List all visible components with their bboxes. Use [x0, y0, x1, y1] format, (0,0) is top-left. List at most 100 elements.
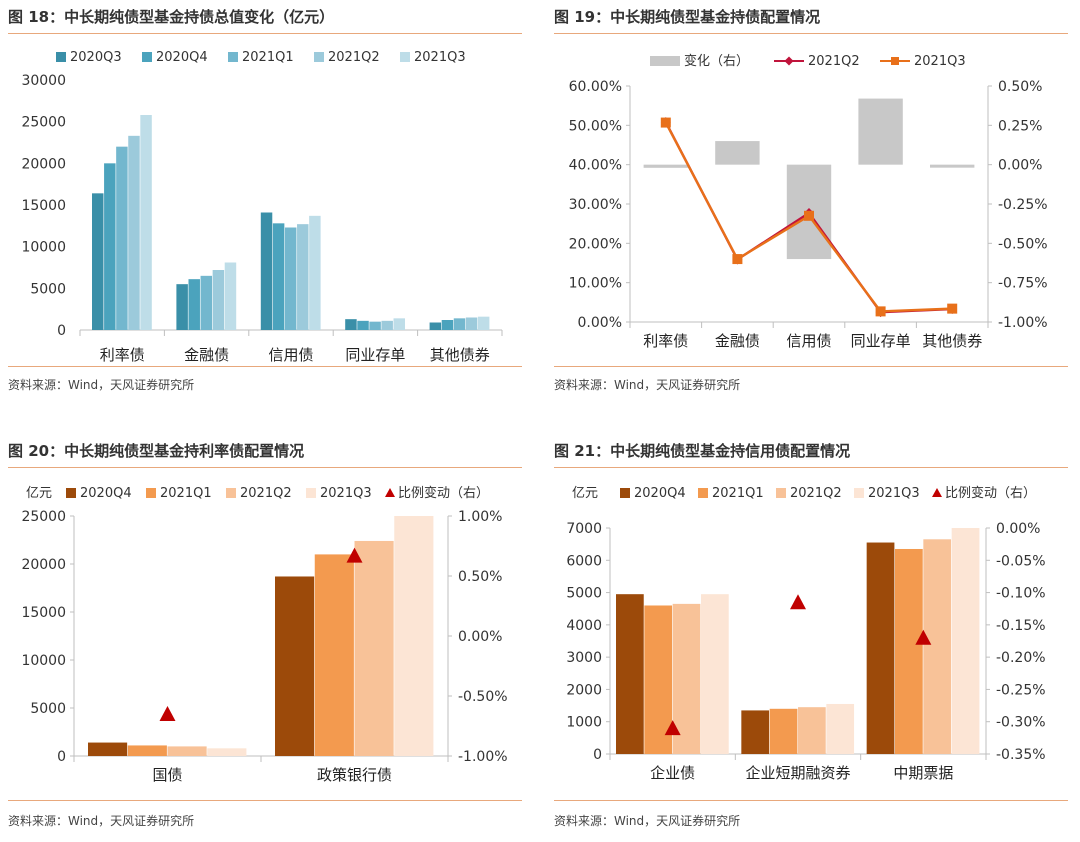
- bar-2021Q3-金融债: [224, 262, 237, 330]
- y2-tick-label: 1.00%: [458, 509, 502, 525]
- figure-18-bottom-rule: [8, 366, 522, 367]
- bar-2021Q2-金融债: [212, 270, 225, 330]
- point-2021Q3-金融债: [732, 254, 743, 265]
- figure-20-title: 图 20：中长期纯债型基金持利率债配置情况: [8, 442, 305, 460]
- legend-item-2021Q3: 2021Q3: [880, 52, 966, 72]
- y-tick-label: 4000: [566, 618, 602, 634]
- y-tick-label: 2000: [566, 682, 602, 698]
- bar-2020Q4-企业债: [616, 594, 644, 754]
- y-tick-label: 10.00%: [569, 276, 622, 292]
- y-tick-label: 3000: [566, 650, 602, 666]
- change-bar-金融债: [715, 141, 760, 165]
- x-tick-label: 同业存单: [345, 346, 405, 364]
- bar-2021Q2-中期票据: [923, 539, 952, 754]
- legend-item-2020Q4: 2020Q4: [142, 48, 208, 68]
- y-tick-label: 5000: [30, 701, 66, 717]
- y2-tick-label: 0.50%: [458, 569, 502, 585]
- x-tick-label: 企业债: [650, 764, 695, 782]
- bar-2021Q2-国债: [167, 746, 207, 756]
- x-tick-label: 其他债券: [922, 332, 982, 350]
- change-bar-同业存单: [858, 98, 903, 165]
- bar-2020Q4-政策银行债: [275, 576, 315, 756]
- y2-tick-label: -1.00%: [998, 315, 1048, 331]
- figure-21-title: 图 21：中长期纯债型基金持信用债配置情况: [554, 442, 851, 460]
- legend-item-2021Q2: 2021Q2: [314, 48, 380, 68]
- figure-19-title: 图 19：中长期纯债型基金持债配置情况: [554, 8, 821, 26]
- figure-19-chart: 0.00% 10.00% 20.00% 30.00% 40.00% 50.00% 60.00…: [569, 79, 1048, 350]
- x-tick-label: 政策银行债: [317, 766, 392, 784]
- ratio-change-marker-企业债: [664, 720, 681, 736]
- y-tick-label: 5000: [566, 586, 602, 602]
- bar-2020Q3-金融债: [176, 284, 188, 330]
- bar-2020Q4-金融债: [188, 279, 200, 330]
- y2-tick-label: -0.50%: [458, 689, 508, 705]
- bar-2021Q3-企业短期融资券: [826, 703, 855, 754]
- legend-item-2021Q3: 2021Q3: [400, 48, 466, 68]
- y-tick-label: 30.00%: [569, 197, 622, 213]
- figure-21-top-rule: [554, 467, 1068, 468]
- y-tick-label: 50.00%: [569, 118, 622, 134]
- figure-21-chart: 0 1000 2000 3000 4000 5000 6000 7000 -0.35% -0.30…: [566, 521, 1046, 782]
- y-tick-label: 0: [57, 749, 66, 765]
- bar-2021Q3-国债: [207, 748, 247, 756]
- y2-tick-label: 0.50%: [998, 79, 1042, 95]
- change-bar-利率债: [643, 164, 688, 168]
- bar-2021Q2-利率债: [128, 135, 140, 330]
- figure-21-source: 资料来源：Wind，天风证券研究所: [554, 814, 741, 828]
- bar-2020Q4-同业存单: [357, 320, 369, 330]
- figure-21-bottom-rule: [554, 800, 1068, 801]
- y2-tick-label: -0.50%: [998, 236, 1048, 252]
- y-tick-label: 25000: [21, 115, 66, 131]
- bar-2021Q1-企业债: [644, 605, 673, 754]
- bar-2021Q3-利率债: [140, 115, 152, 330]
- y2-tick-label: -1.00%: [458, 749, 508, 765]
- x-tick-label: 中期票据: [893, 764, 953, 782]
- y2-tick-label: -0.20%: [996, 650, 1046, 666]
- figure-20-top-rule: [8, 467, 522, 468]
- bar-2021Q2-信用债: [297, 224, 309, 330]
- point-2021Q3-利率债: [660, 117, 671, 128]
- y-tick-label: 20.00%: [569, 236, 622, 252]
- bar-2020Q4-其他债券: [441, 320, 454, 330]
- legend-item-2021Q3: 2021Q3: [854, 484, 920, 504]
- bar-2021Q1-政策银行债: [314, 554, 354, 756]
- point-2021Q3-信用债: [804, 210, 814, 221]
- legend-item-2021Q2: 2021Q2: [226, 484, 292, 504]
- point-2021Q3-其他债券: [947, 303, 958, 314]
- y-tick-label: 7000: [566, 521, 602, 537]
- figure-20-source: 资料来源：Wind，天风证券研究所: [8, 814, 195, 828]
- figure-18-top-rule: [8, 33, 522, 34]
- x-tick-label: 其他债券: [430, 346, 490, 364]
- bar-2021Q1-同业存单: [369, 321, 381, 330]
- figure-21-unit: 亿元: [572, 486, 599, 501]
- bar-2020Q3-同业存单: [345, 319, 357, 330]
- y2-tick-label: -0.10%: [996, 586, 1046, 602]
- bar-2021Q1-企业短期融资券: [769, 708, 798, 754]
- bar-2021Q1-国债: [127, 745, 167, 756]
- bar-2020Q4-国债: [88, 742, 128, 756]
- bar-2021Q2-政策银行债: [354, 540, 394, 756]
- figure-19-top-rule: [554, 33, 1068, 34]
- change-bar-其他债券: [930, 164, 975, 168]
- y-tick-label: 10000: [21, 240, 66, 256]
- ratio-change-marker-政策银行债: [346, 547, 363, 563]
- bar-2021Q3-企业债: [701, 594, 729, 754]
- y-tick-label: 30000: [21, 73, 66, 89]
- y-tick-label: 0.00%: [578, 315, 622, 331]
- figure-18-panel: 图 18：中长期纯债型基金持债总值变化（亿元） 2020Q3 2020Q4 20…: [8, 4, 522, 404]
- figure-20-chart: 0 5000 10000 15000 20000 25000 -1.00% -0.50% 0.0…: [21, 509, 508, 784]
- bar-2020Q4-利率债: [104, 163, 116, 330]
- bar-2021Q2-同业存单: [381, 320, 393, 330]
- legend-item-2021Q1: 2021Q1: [698, 484, 764, 504]
- figure-19-panel: 图 19：中长期纯债型基金持债配置情况 变化（右） 2021Q2 2021Q3 …: [554, 4, 1068, 404]
- legend-item-2021Q3: 2021Q3: [306, 484, 372, 504]
- y-tick-label: 20000: [21, 156, 66, 172]
- bar-2021Q3-中期票据: [951, 528, 980, 754]
- figure-19-source: 资料来源：Wind，天风证券研究所: [554, 378, 741, 392]
- y-tick-label: 60.00%: [569, 79, 622, 95]
- y-tick-label: 40.00%: [569, 158, 622, 174]
- y2-tick-label: -0.30%: [996, 715, 1046, 731]
- x-tick-label: 同业存单: [851, 332, 911, 350]
- bar-2021Q2-企业短期融资券: [798, 707, 826, 754]
- bar-2021Q1-中期票据: [895, 548, 923, 754]
